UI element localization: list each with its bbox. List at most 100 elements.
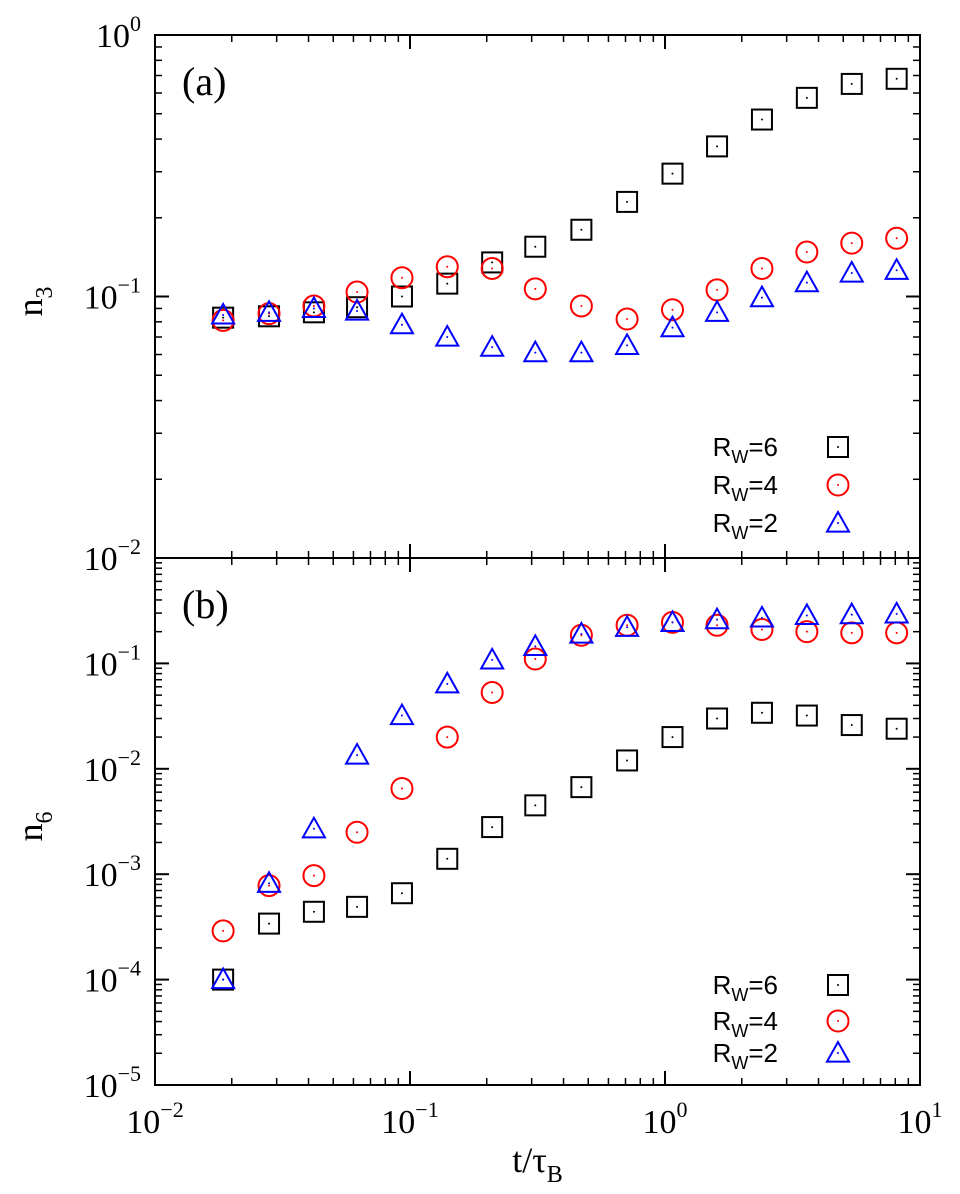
data-point-Rw6-center-dot (491, 261, 494, 264)
legend-marker-Rw4 (826, 1009, 850, 1033)
data-point-Rw4 (569, 294, 593, 318)
data-point-Rw2-center-dot (222, 978, 225, 981)
data-point-Rw4 (480, 680, 504, 704)
data-point-Rw2-center-dot (222, 313, 225, 316)
data-point-Rw4-center-dot (491, 267, 494, 270)
data-point-Rw4-center-dot (895, 237, 898, 240)
data-point-Rw2 (210, 301, 236, 325)
data-point-Rw6 (481, 251, 504, 274)
y-tick-label: 10−4 (84, 956, 141, 1000)
data-point-Rw6 (390, 882, 413, 905)
data-point-Rw2-center-dot (895, 269, 898, 272)
series-Rw2 (210, 257, 910, 363)
legend-marker-Rw2-center-dot (837, 522, 839, 524)
data-point-Rw6-center-dot (312, 910, 315, 913)
data-point-Rw6 (840, 72, 863, 95)
data-point-Rw2 (344, 742, 370, 765)
data-point-Rw4-center-dot (850, 631, 853, 634)
data-point-Rw6-center-dot (356, 905, 359, 908)
panel-label: (b) (182, 582, 229, 627)
series-Rw6 (212, 67, 908, 329)
data-point-Rw6 (750, 701, 773, 724)
data-point-Rw2 (434, 670, 460, 694)
data-point-Rw4 (211, 919, 235, 943)
data-point-Rw2-center-dot (491, 346, 494, 349)
data-point-Rw4 (257, 874, 281, 898)
data-point-Rw2 (389, 311, 415, 335)
x-tick-label: 10−1 (381, 1097, 438, 1141)
data-point-Rw6-center-dot (850, 82, 853, 85)
data-point-Rw4 (750, 256, 774, 280)
legend-label: RW=6 (713, 432, 778, 467)
data-point-Rw6-center-dot (534, 245, 537, 248)
data-point-Rw2 (344, 297, 370, 321)
data-point-Rw6-center-dot (805, 714, 808, 717)
data-point-Rw6 (436, 847, 459, 870)
data-point-Rw4 (795, 620, 819, 644)
legend-label: RW=2 (713, 1038, 778, 1073)
data-point-Rw2 (794, 602, 820, 626)
data-point-Rw2 (614, 614, 640, 637)
y-tick-label: 10−3 (84, 850, 141, 894)
data-point-Rw6-center-dot (716, 717, 719, 720)
data-point-Rw2-center-dot (312, 307, 315, 310)
data-point-Rw4-center-dot (400, 276, 403, 279)
legend-marker-Rw4-center-dot (837, 1020, 839, 1022)
data-point-Rw6 (795, 704, 818, 727)
y-axis-label: n6 (10, 812, 58, 842)
legend-marker-Rw6 (827, 436, 849, 458)
data-point-Rw6 (390, 285, 413, 308)
data-point-Rw4 (435, 725, 459, 749)
data-point-Rw4 (523, 277, 547, 301)
data-point-Rw6 (885, 67, 908, 90)
legend-marker-Rw2 (825, 509, 851, 533)
data-point-Rw6 (570, 776, 593, 799)
data-point-Rw2-center-dot (671, 621, 674, 624)
data-point-Rw4-center-dot (400, 787, 403, 790)
data-point-Rw2 (568, 339, 595, 363)
data-point-Rw2 (794, 269, 820, 293)
data-point-Rw6 (706, 135, 729, 158)
data-point-Rw4 (345, 820, 369, 844)
data-point-Rw6-center-dot (268, 315, 271, 318)
data-point-Rw2-center-dot (400, 323, 403, 326)
data-point-Rw2 (839, 601, 865, 625)
data-point-Rw4-center-dot (716, 288, 719, 291)
data-point-Rw6-center-dot (580, 228, 583, 231)
data-point-Rw2 (614, 332, 640, 356)
data-point-Rw6 (661, 162, 684, 185)
data-point-Rw6 (885, 717, 908, 740)
data-point-Rw4 (302, 864, 326, 888)
data-point-Rw6 (750, 108, 773, 131)
legend-label: RW=4 (713, 1006, 778, 1041)
plot-frame (154, 34, 921, 559)
data-point-Rw4-center-dot (805, 630, 808, 633)
data-point-Rw6-center-dot (716, 145, 719, 148)
data-point-Rw6-center-dot (671, 736, 674, 739)
data-point-Rw4-center-dot (268, 884, 271, 887)
data-point-Rw4 (480, 256, 504, 280)
data-point-Rw6-center-dot (446, 857, 449, 860)
data-point-Rw2-center-dot (580, 351, 583, 354)
data-point-Rw2 (389, 702, 415, 726)
data-point-Rw6-center-dot (805, 96, 808, 99)
data-point-Rw2 (256, 299, 282, 322)
data-point-Rw4 (615, 307, 639, 331)
data-point-Rw6 (840, 714, 863, 737)
data-point-Rw4 (660, 298, 684, 322)
data-point-Rw6 (436, 272, 459, 295)
y-tick-label: 100 (96, 11, 141, 55)
legend-marker-Rw2-center-dot (837, 1052, 839, 1054)
data-point-Rw4-center-dot (850, 242, 853, 245)
data-point-Rw2-center-dot (491, 658, 494, 661)
data-point-Rw4 (705, 613, 729, 637)
plot-frame (154, 557, 921, 1086)
data-point-Rw6-center-dot (850, 724, 853, 727)
legend-marker-Rw6-center-dot (837, 446, 839, 448)
y-tick-label: 10−1 (84, 639, 141, 683)
data-point-Rw6-center-dot (895, 727, 898, 730)
y-axis-label: n3 (10, 287, 58, 317)
data-point-Rw4-center-dot (534, 658, 537, 661)
data-point-Rw2 (479, 646, 505, 670)
